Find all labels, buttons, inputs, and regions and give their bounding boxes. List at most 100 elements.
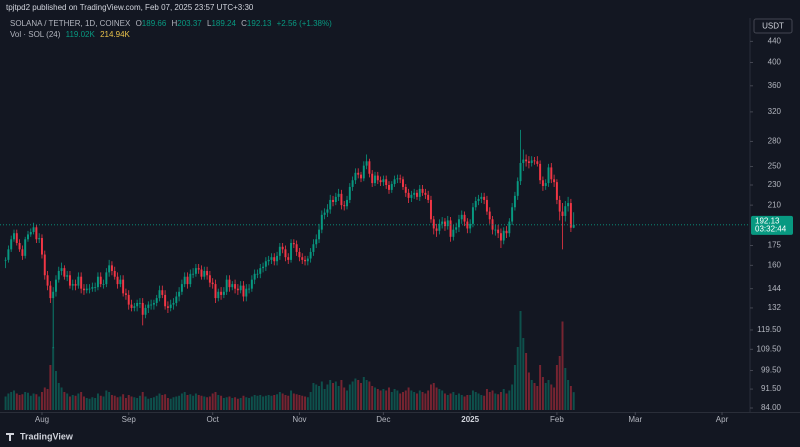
candle-body xyxy=(57,270,60,280)
volume-bar xyxy=(519,311,522,410)
y-tick-label: 360 xyxy=(768,81,782,90)
candle-body xyxy=(388,185,390,190)
volume-bar xyxy=(60,387,63,410)
volume-bar xyxy=(371,386,374,410)
candle-body xyxy=(527,161,530,164)
currency-box[interactable] xyxy=(753,18,793,34)
volume-bar xyxy=(4,396,7,410)
volume-bar xyxy=(564,368,567,410)
volume-bar xyxy=(385,390,388,410)
candle-body xyxy=(315,239,318,245)
candle-body xyxy=(116,276,119,285)
volume-bar xyxy=(497,394,500,410)
volume-bar xyxy=(360,383,362,410)
candle-body xyxy=(122,279,125,294)
volume-bar xyxy=(18,395,21,410)
volume-bar xyxy=(541,377,544,410)
volume-bar xyxy=(511,384,514,410)
candle-body xyxy=(18,242,21,250)
candle-body xyxy=(253,273,256,280)
candle-body xyxy=(323,212,326,215)
candle-body xyxy=(66,275,69,277)
volume-bar xyxy=(192,395,195,410)
volume-bar xyxy=(124,398,127,410)
volume-bar xyxy=(40,392,43,410)
candle-body xyxy=(393,179,396,185)
volume-bar xyxy=(567,380,570,410)
volume-bar xyxy=(74,395,77,410)
y-tick-label: 175 xyxy=(768,241,782,250)
volume-bar xyxy=(404,390,407,410)
candle-body xyxy=(343,205,346,207)
volume-title: Vol · SOL (24) xyxy=(10,30,61,39)
candle-body xyxy=(306,258,309,262)
volume-bar xyxy=(284,395,287,410)
change: +2.56 (+1.38%) xyxy=(277,19,332,28)
volume-bar xyxy=(208,396,211,410)
x-tick-label: Aug xyxy=(35,415,49,424)
candle-body xyxy=(550,167,553,180)
brand[interactable]: TradingView xyxy=(20,431,74,441)
volume-bar xyxy=(113,395,116,410)
volume-bar xyxy=(49,365,52,410)
candle-body xyxy=(340,193,343,206)
volume-bar xyxy=(558,356,561,410)
volume-bar xyxy=(239,398,242,410)
candle-body xyxy=(217,291,220,299)
volume-bar xyxy=(421,392,424,410)
volume-bar xyxy=(290,390,293,410)
volume-bar xyxy=(368,381,371,410)
candle-body xyxy=(547,167,550,184)
candle-body xyxy=(438,223,441,231)
candle-body xyxy=(147,304,150,308)
volume-bar xyxy=(326,384,329,410)
volume-bar xyxy=(150,398,153,410)
volume-bar xyxy=(88,398,91,410)
candle-body xyxy=(186,276,189,285)
volume-bar xyxy=(225,397,228,410)
y-tick-label: 160 xyxy=(768,260,782,269)
volume-bar xyxy=(533,383,536,410)
candle-body xyxy=(276,255,279,262)
candle-body xyxy=(407,192,410,198)
volume-bar xyxy=(136,398,139,410)
candle-body xyxy=(415,192,418,197)
candle-body xyxy=(15,233,18,243)
candle-body xyxy=(85,288,88,291)
volume-bar xyxy=(379,390,382,410)
volume-bar xyxy=(46,389,49,410)
candle-body xyxy=(43,254,46,276)
brand-logo[interactable] xyxy=(6,433,14,441)
candle-body xyxy=(432,219,435,229)
volume-bar xyxy=(572,392,575,410)
candle-body xyxy=(516,181,519,196)
volume-bar xyxy=(186,395,189,410)
volume-bar xyxy=(332,383,335,410)
low-value: 189.24 xyxy=(211,19,236,28)
volume-bar xyxy=(158,393,161,410)
candle-body xyxy=(259,268,262,274)
volume-bar xyxy=(382,389,385,410)
candle-body xyxy=(133,306,136,308)
candle-body xyxy=(192,273,195,275)
candle-body xyxy=(49,285,52,299)
volume-bar xyxy=(108,392,111,410)
currency[interactable]: USDT xyxy=(762,22,784,31)
candle-body xyxy=(485,199,488,212)
candle-body xyxy=(513,195,516,208)
volume-bar xyxy=(474,392,477,410)
volume-bar xyxy=(457,393,460,410)
volume-bar xyxy=(200,395,203,410)
volume-bar xyxy=(471,390,474,410)
candle-body xyxy=(222,291,225,295)
candle-body xyxy=(270,257,273,260)
volume-bar xyxy=(530,380,533,410)
x-tick-label: Sep xyxy=(122,415,137,424)
y-tick-label: 280 xyxy=(768,137,782,146)
volume-bar xyxy=(469,395,472,410)
candle-body xyxy=(357,172,360,175)
candle-body xyxy=(228,279,231,288)
candle-body xyxy=(455,227,458,230)
candle-body xyxy=(35,227,38,240)
candle-body xyxy=(382,179,385,183)
